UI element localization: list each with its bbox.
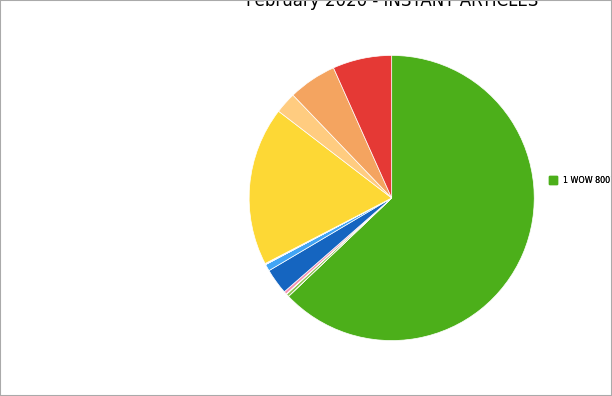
Wedge shape <box>286 198 392 294</box>
Title: February 2020 - INSTANT ARTICLES: February 2020 - INSTANT ARTICLES <box>245 0 538 10</box>
Wedge shape <box>293 68 392 198</box>
Wedge shape <box>334 55 392 198</box>
Wedge shape <box>265 198 392 264</box>
Wedge shape <box>288 198 392 296</box>
Wedge shape <box>249 111 392 264</box>
Legend: 1 WOW 800106 61%: 1 WOW 800106 61% <box>545 172 612 188</box>
Wedge shape <box>266 198 392 265</box>
Wedge shape <box>266 198 392 265</box>
Wedge shape <box>286 198 392 296</box>
Wedge shape <box>266 198 392 270</box>
Wedge shape <box>285 198 392 294</box>
Wedge shape <box>278 95 392 198</box>
Wedge shape <box>288 55 534 341</box>
Wedge shape <box>269 198 392 292</box>
